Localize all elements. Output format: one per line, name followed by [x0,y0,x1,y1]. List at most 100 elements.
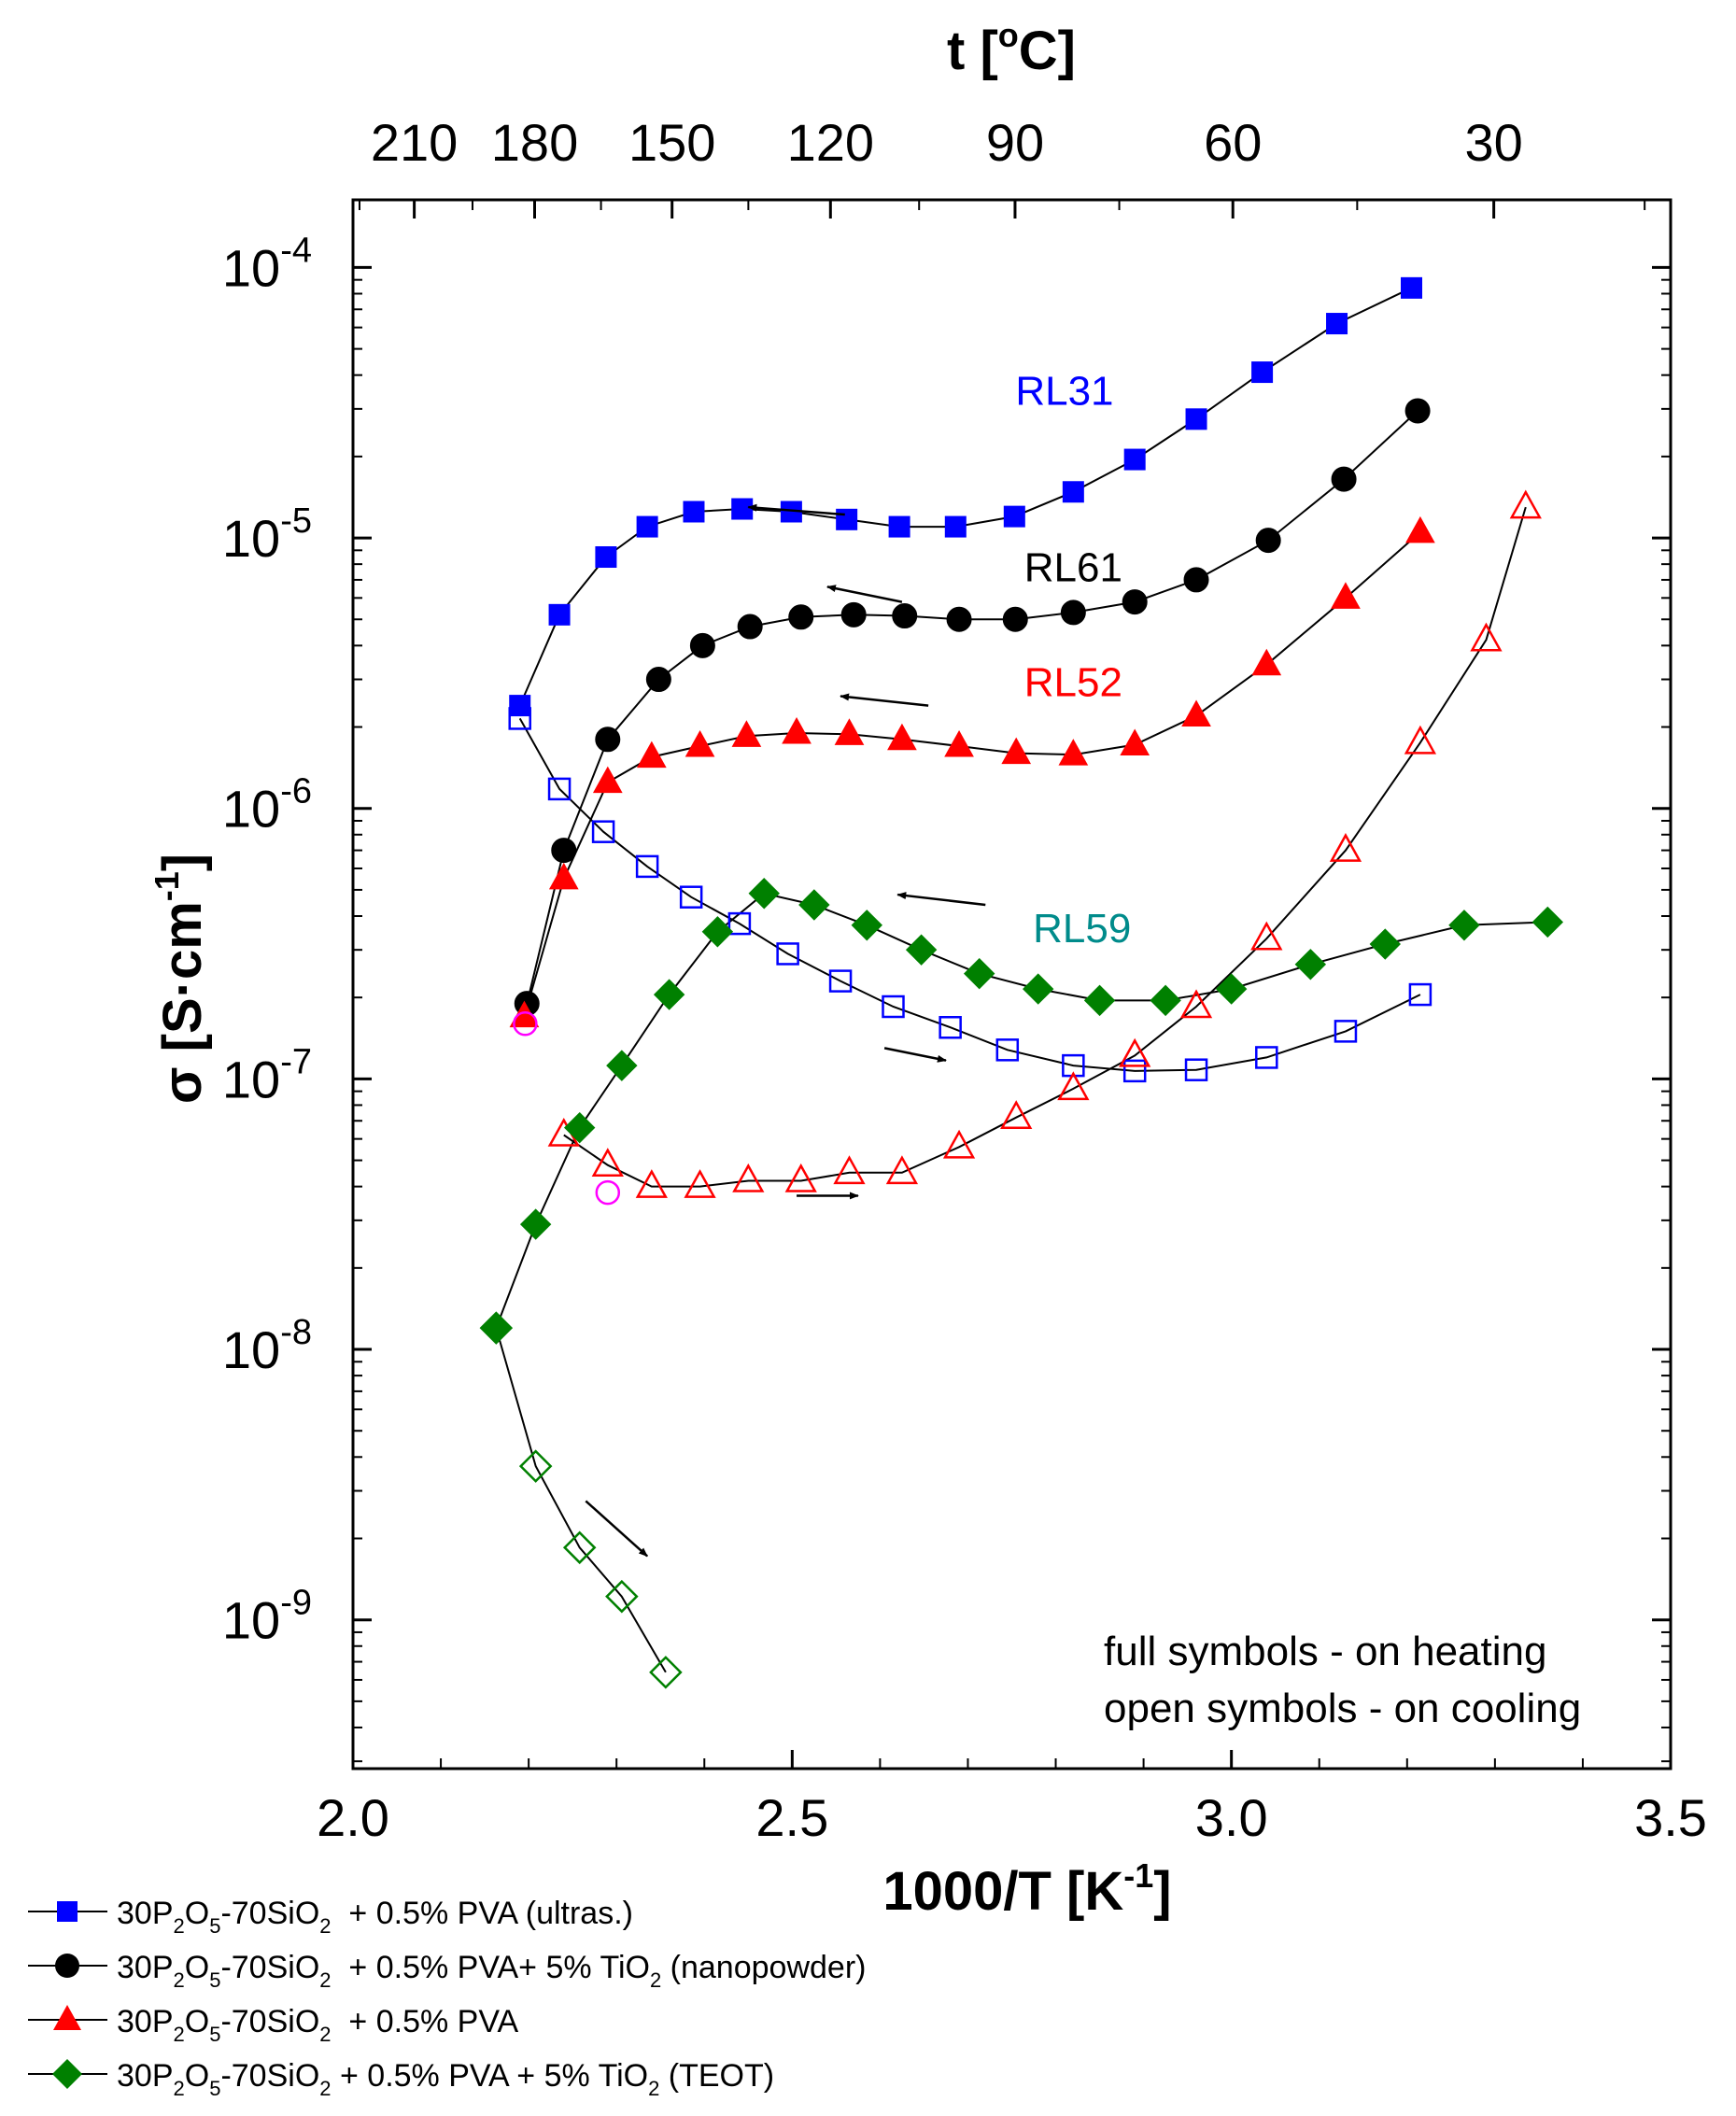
point-rl52-heating [1251,648,1282,676]
note-cooling: open symbols - on cooling [1104,1686,1581,1731]
point-rl61-heating [689,632,715,658]
series-lines [495,287,1548,1673]
point-rl61-heating [946,606,972,632]
point-rl52-heating [944,729,974,757]
svg-text:30P2O5-70SiO2 + 0.5% PVA+ 5%: 30P2O5-70SiO2 + 0.5% PVA+ 5% TiO2 (nanop… [117,1950,866,1992]
point-rl61-heating [1060,600,1086,626]
line-rl61-heating [526,410,1418,1004]
svg-text:30P2O5-70SiO2 + 0.5% PVA + 5%: 30P2O5-70SiO2 + 0.5% PVA + 5% TiO2 (TEOT… [117,2058,774,2100]
x-tick-label: 3.0 [1195,1788,1268,1847]
point-rl52-cooling [885,1155,919,1185]
point-rl52-heating [731,720,762,747]
direction-arrow [826,585,903,603]
point-rl59-heating [563,1111,596,1144]
point-rl31-cooling [727,911,752,936]
point-rl31-cooling [591,820,615,843]
point-rl59-heating [1083,984,1116,1017]
point-rl52-cooling [1509,489,1542,519]
legend-entry-rl31: 30P2O5-70SiO2 + 0.5% PVA (ultras.) [28,1896,633,1938]
legend-entry-rl52: 30P2O5-70SiO2 + 0.5% PVA [28,2004,519,2046]
point-rl59-heating [701,916,734,948]
direction-arrow [883,1047,947,1063]
point-rl61-heating [551,838,577,864]
point-rl31-cooling [1255,1046,1278,1069]
point-rl59-heating [905,934,938,966]
direction-arrow [747,503,845,516]
point-rl61-heating [892,603,918,629]
point-rl31-cooling [508,707,531,730]
point-rl31-heating [1185,408,1207,430]
point-rl61-heating [595,726,621,753]
point-rl52-cooling [1000,1100,1033,1129]
point-rl61-heating [1183,567,1209,593]
point-rl52-heating [1120,728,1150,756]
axis-ticks: 2.0 2.5 3.0 3.5 10-9 10-8 10-7 10-6 10-5 10-4 210 1… [222,113,1707,1847]
point-rl31-heating [595,546,617,569]
point-rl52-heating [636,741,667,769]
point-rl59-cooling [649,1656,683,1689]
point-rl31-heating [509,695,531,717]
direction-arrow [585,1500,648,1558]
line-rl31-cooling [518,717,1421,1072]
point-rl31-heating [731,498,754,520]
point-rl52-cooling [1470,622,1503,652]
point-rl52-cooling [1250,921,1283,951]
series-label-rl31: RL31 [1015,369,1113,415]
point-rl59-heating [748,878,780,910]
point-rl31-cooling [882,995,905,1019]
point-rl59-heating [1215,973,1248,1005]
point-rl59-heating [798,889,830,921]
point-rl61-heating [1002,606,1028,632]
point-rl52-cooling [784,1163,817,1192]
top-tick-label: 60 [1204,113,1262,172]
point-rl61-heating [1122,589,1148,615]
point-rl59-cooling [562,1531,597,1565]
point-rl61-heating [788,604,814,630]
point-rl31-heating [636,515,658,538]
point-rl31-heating [888,515,910,538]
x-tick-label: 2.0 [317,1788,389,1847]
top-tick-label: 210 [371,113,458,172]
point-rl59-heating [1150,984,1181,1017]
point-rl59-heating [1448,910,1480,941]
point-rl31-heating [1062,481,1084,503]
point-rl59-heating [519,1208,552,1240]
point-rl61-heating [1404,398,1431,424]
svg-text:30P2O5-70SiO2 + 0.5% PVA: 30P2O5-70SiO2 + 0.5% PVA [117,2004,519,2046]
point-rl31-cooling [635,854,659,879]
point-rl31-cooling [939,1015,962,1039]
point-rl59-heating [480,1312,513,1344]
point-rl31-cooling [1408,982,1433,1007]
svg-text:30P2O5-70SiO2 + 0.5% PVA (ult: 30P2O5-70SiO2 + 0.5% PVA (ultras.) [117,1896,633,1938]
top-tick-label: 30 [1464,113,1522,172]
point-rl31-heating [1401,276,1423,299]
point-rl52-heating [1058,739,1089,766]
point-rl31-cooling [1334,1020,1358,1043]
point-rl31-cooling [776,942,799,966]
point-rl52-heating [887,723,917,751]
point-rl31-heating [1326,313,1348,335]
point-rl31-cooling [547,777,572,801]
point-rl31-cooling [995,1038,1020,1062]
line-rl52-cooling [563,506,1527,1188]
y-tick-label: 10-8 [222,1313,312,1379]
point-rl61-heating [737,614,763,640]
y-tick-label: 10-5 [222,501,312,568]
point-rl31-heating [944,515,967,538]
note-heating: full symbols - on heating [1104,1629,1546,1674]
point-rl31-cooling [1184,1058,1208,1081]
point-rl52-heating [685,729,715,757]
legend: 30P2O5-70SiO2 + 0.5% PVA (ultras.) 30P2O… [28,1896,866,2100]
point-rl31-heating [548,603,571,626]
point-rl31-heating [1123,448,1146,471]
point-rl59-heating [963,957,995,990]
direction-arrows [585,503,986,1558]
point-rl52-heating [1331,582,1361,609]
point-rl52-heating [1181,699,1211,727]
point-rl52-heating [548,862,579,890]
point-rl61-heating [1331,466,1357,492]
y-axis-title: σ [S·cm-1] [148,853,213,1104]
point-rl61-heating [1255,528,1281,554]
point-rl52-heating [782,716,812,744]
